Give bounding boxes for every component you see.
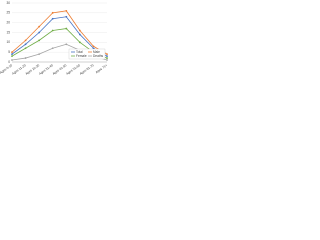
point bbox=[92, 45, 95, 48]
point bbox=[65, 15, 68, 18]
y-tick-label: 20 bbox=[6, 21, 10, 25]
point bbox=[51, 29, 54, 32]
point bbox=[38, 31, 41, 34]
legend-label: Female bbox=[76, 54, 87, 58]
series-line bbox=[11, 16, 108, 57]
legend-label: Male bbox=[93, 50, 100, 54]
point bbox=[24, 47, 27, 50]
point bbox=[106, 55, 108, 57]
page: {"chart_data": {"type": "line", "categor… bbox=[0, 0, 110, 80]
x-tick-label: Ages 61-70 bbox=[79, 63, 95, 76]
y-tick-label: 10 bbox=[6, 40, 10, 44]
point bbox=[38, 53, 41, 56]
point bbox=[78, 29, 81, 32]
series-line bbox=[11, 10, 108, 55]
point bbox=[38, 39, 41, 42]
point bbox=[11, 53, 13, 56]
y-tick-label: 25 bbox=[6, 11, 10, 15]
x-tick-label: Ages 0-10 bbox=[0, 63, 13, 75]
point bbox=[24, 39, 27, 42]
point bbox=[24, 43, 27, 46]
legend-label: Total bbox=[76, 50, 83, 54]
point bbox=[38, 25, 41, 28]
point bbox=[51, 17, 54, 20]
legend-label: Deaths bbox=[93, 54, 104, 58]
y-tick-label: 5 bbox=[8, 50, 10, 54]
point bbox=[106, 57, 108, 59]
point bbox=[11, 59, 13, 61]
x-tick-label: Ages 71+ bbox=[95, 63, 109, 74]
point bbox=[51, 47, 54, 50]
point bbox=[106, 59, 108, 61]
y-tick-label: 15 bbox=[6, 30, 10, 34]
point bbox=[65, 27, 68, 30]
point bbox=[78, 41, 81, 44]
point bbox=[11, 55, 13, 57]
point bbox=[106, 53, 108, 56]
y-tick-label: 0 bbox=[8, 60, 10, 64]
point bbox=[78, 33, 81, 36]
y-tick-label: 30 bbox=[6, 1, 10, 5]
point bbox=[92, 47, 95, 50]
point bbox=[11, 51, 13, 54]
legend-box bbox=[68, 48, 106, 60]
point bbox=[65, 9, 68, 12]
point bbox=[51, 11, 54, 14]
point bbox=[65, 43, 68, 46]
point bbox=[24, 57, 27, 59]
